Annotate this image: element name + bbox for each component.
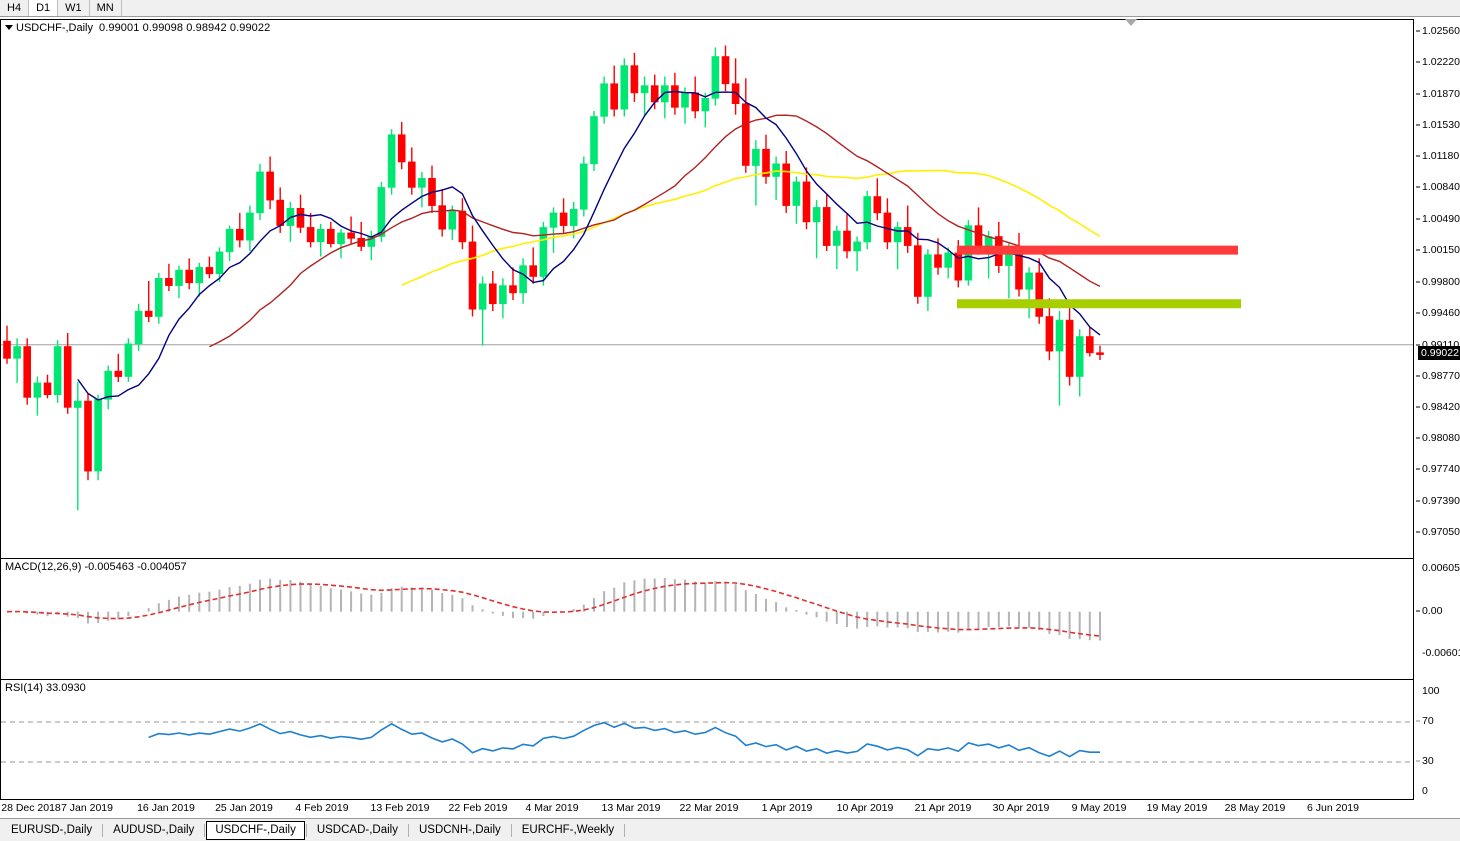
price-pane[interactable]: USDCHF-,Daily 0.99001 0.99098 0.98942 0.9… xyxy=(1,20,1413,557)
macd-tick-label: -0.006011 xyxy=(1422,647,1460,659)
date-tick-label: 6 Jun 2019 xyxy=(1307,802,1359,814)
price-tick-label: 0.98420 xyxy=(1422,401,1460,414)
price-tick-mark xyxy=(1416,124,1420,126)
chart-frame: USDCHF-,Daily 0.99001 0.99098 0.98942 0.9… xyxy=(0,19,1414,800)
date-tick-label: 9 May 2019 xyxy=(1071,802,1127,814)
date-tick-label: 4 Mar 2019 xyxy=(525,802,579,814)
price-scale[interactable]: 1.02560 1.02220 1.01870 1.01530 1.01180 1.008… xyxy=(1416,19,1460,800)
symbol-tab-usdcad[interactable]: USDCAD-,Daily xyxy=(316,823,398,836)
price-tick-label: 1.00490 xyxy=(1422,213,1460,226)
tab-separator xyxy=(102,823,104,837)
price-tick-mark xyxy=(1416,500,1420,502)
triangle-down-icon[interactable] xyxy=(5,24,13,30)
price-tick-mark xyxy=(1416,186,1420,188)
tab-separator xyxy=(407,823,409,837)
price-tick-label: 1.00150 xyxy=(1422,244,1460,257)
current-price-tag: 0.99022 xyxy=(1418,345,1460,360)
macd-header: MACD(12,26,9) -0.005463 -0.004057 xyxy=(5,561,187,573)
date-tick-label: 19 May 2019 xyxy=(1146,802,1208,814)
price-tick-label: 0.97740 xyxy=(1422,463,1460,476)
price-tick-mark xyxy=(1416,468,1420,470)
price-tick-mark xyxy=(1416,406,1420,408)
rsi-tick-label: 70 xyxy=(1422,715,1434,727)
tab-separator xyxy=(510,823,512,837)
symbol-tab-usdcnh[interactable]: USDCNH-,Daily xyxy=(418,823,501,836)
symbol-period-label: USDCHF-,Daily xyxy=(16,22,93,34)
date-tick-label: 4 Feb 2019 xyxy=(295,802,349,814)
macd-tick-mark xyxy=(1416,610,1420,612)
rsi-tick-mark xyxy=(1416,760,1420,762)
timeframe-tab-mn[interactable]: MN xyxy=(89,0,122,16)
price-tick-label: 1.01180 xyxy=(1422,150,1460,163)
price-tick-label: 1.00840 xyxy=(1422,181,1460,194)
symbol-tab-eurusd[interactable]: EURUSD-,Daily xyxy=(11,823,93,836)
toolbar-empty-area xyxy=(121,0,1460,16)
price-chart-svg xyxy=(1,45,1413,511)
date-tick-label: 13 Mar 2019 xyxy=(601,802,661,814)
price-pane-header: USDCHF-,Daily 0.99001 0.99098 0.98942 0.9… xyxy=(5,22,270,34)
timeframe-tab-h4[interactable]: H4 xyxy=(0,0,30,16)
price-tick-label: 1.02560 xyxy=(1422,25,1460,37)
price-tick-label: 0.98770 xyxy=(1422,369,1460,382)
date-tick-label: 28 May 2019 xyxy=(1224,802,1286,814)
rsi-tick-mark xyxy=(1416,720,1420,722)
date-tick-label: 13 Feb 2019 xyxy=(370,802,430,814)
tab-separator xyxy=(305,823,307,837)
price-tick-label: 0.98080 xyxy=(1422,432,1460,445)
date-tick-label: 21 Apr 2019 xyxy=(914,802,972,814)
timeframe-tab-w1[interactable]: W1 xyxy=(58,0,90,16)
rsi-chart-svg xyxy=(1,721,1413,763)
symbol-tab-usdchf[interactable]: USDCHF-,Daily xyxy=(206,820,305,840)
price-tick-mark xyxy=(1416,375,1420,377)
date-tick-label: 16 Jan 2019 xyxy=(137,802,195,814)
symbol-tab-audusd[interactable]: AUDUSD-,Daily xyxy=(113,823,195,836)
date-tick-label: 28 Dec 2018 xyxy=(1,802,61,814)
price-tick-mark xyxy=(1416,437,1420,439)
timeframe-toolbar: H4 D1 W1 MN xyxy=(0,0,1460,17)
price-tick-label: 0.99460 xyxy=(1422,306,1460,319)
price-tick-label: 1.01870 xyxy=(1422,87,1460,100)
timeframe-tab-d1[interactable]: D1 xyxy=(29,0,59,16)
tab-separator xyxy=(204,823,206,837)
ohlc-values: 0.99001 0.99098 0.98942 0.99022 xyxy=(99,22,271,34)
symbol-tab-eurchf[interactable]: EURCHF-,Weekly xyxy=(521,823,615,836)
price-tick-mark xyxy=(1416,61,1420,63)
date-tick-label: 25 Jan 2019 xyxy=(215,802,273,814)
tab-separator xyxy=(624,823,626,837)
price-tick-mark xyxy=(1416,249,1420,251)
date-tick-label: 7 Jan 2019 xyxy=(61,802,113,814)
date-tick-label: 10 Apr 2019 xyxy=(836,802,894,814)
symbol-tab-bar: EURUSD-,Daily AUDUSD-,Daily USDCHF-,Daily U… xyxy=(0,818,1460,841)
date-tick-label: 30 Apr 2019 xyxy=(992,802,1050,814)
price-tick-mark xyxy=(1416,312,1420,314)
price-tick-label: 0.97390 xyxy=(1422,495,1460,508)
macd-pane[interactable]: MACD(12,26,9) -0.005463 -0.004057 xyxy=(1,558,1413,678)
price-tick-label: 0.99800 xyxy=(1422,275,1460,288)
price-tick-mark xyxy=(1416,30,1420,32)
rsi-tick-label: 30 xyxy=(1422,755,1434,767)
price-tick-mark xyxy=(1416,93,1420,95)
date-tick-label: 22 Feb 2019 xyxy=(448,802,508,814)
price-tick-label: 1.02220 xyxy=(1422,55,1460,68)
macd-chart-svg xyxy=(6,578,1101,641)
price-tick-mark xyxy=(1416,218,1420,220)
rsi-pane[interactable]: RSI(14) 33.0930 xyxy=(1,679,1413,799)
price-tick-mark xyxy=(1416,281,1420,283)
price-tick-label: 0.97050 xyxy=(1422,526,1460,538)
date-axis: 28 Dec 2018 7 Jan 2019 16 Jan 2019 25 Jan 2… xyxy=(0,801,1414,817)
rsi-tick-label: 0 xyxy=(1422,785,1428,797)
chart-object-marker-icon[interactable] xyxy=(1125,19,1137,26)
price-tick-label: 1.01530 xyxy=(1422,118,1460,131)
price-tick-mark xyxy=(1416,531,1420,533)
price-tick-mark xyxy=(1416,344,1420,346)
date-tick-label: 22 Mar 2019 xyxy=(679,802,739,814)
rsi-header: RSI(14) 33.0930 xyxy=(5,682,86,694)
price-tick-mark xyxy=(1416,155,1420,157)
date-tick-label: 1 Apr 2019 xyxy=(761,802,813,814)
rsi-tick-label: 100 xyxy=(1422,685,1440,697)
macd-tick-label: 0.006054 xyxy=(1422,562,1460,574)
macd-tick-label: 0.00 xyxy=(1422,604,1443,617)
